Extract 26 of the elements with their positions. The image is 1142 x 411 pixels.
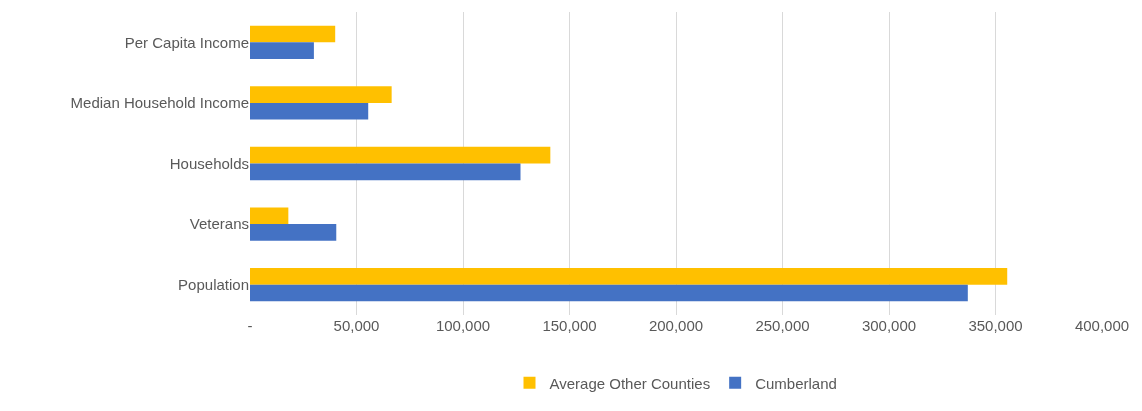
x-tick-label: 50,000 — [333, 317, 380, 334]
y-tick-label: Households — [169, 154, 249, 172]
x-tick-label: 250,000 — [755, 317, 810, 334]
bar — [250, 284, 968, 302]
legend-label: Average Other Counties — [549, 374, 711, 392]
bar — [250, 25, 336, 43]
bar — [250, 224, 337, 241]
bar — [250, 268, 1008, 285]
bar — [250, 146, 551, 164]
x-tick-label: 350,000 — [968, 317, 1023, 334]
bar — [250, 42, 314, 59]
y-tick-label: Veterans — [189, 215, 249, 233]
x-tick-label: 150,000 — [542, 317, 597, 334]
y-tick-label: Per Capita Income — [124, 33, 249, 51]
bar — [250, 102, 369, 120]
bar — [250, 163, 521, 181]
x-tick-label: 300,000 — [861, 317, 917, 334]
y-tick-label: Median Household Income — [70, 94, 249, 112]
bar — [250, 207, 289, 225]
y-tick-label: Population — [178, 275, 249, 293]
x-tick-label: 200,000 — [648, 317, 704, 334]
x-tick-label: 400,000 — [1074, 317, 1130, 334]
x-tick-label: 100,000 — [435, 317, 491, 334]
bar — [250, 86, 392, 103]
legend-label: Cumberland — [755, 374, 837, 392]
x-tick-label: - — [247, 317, 253, 334]
